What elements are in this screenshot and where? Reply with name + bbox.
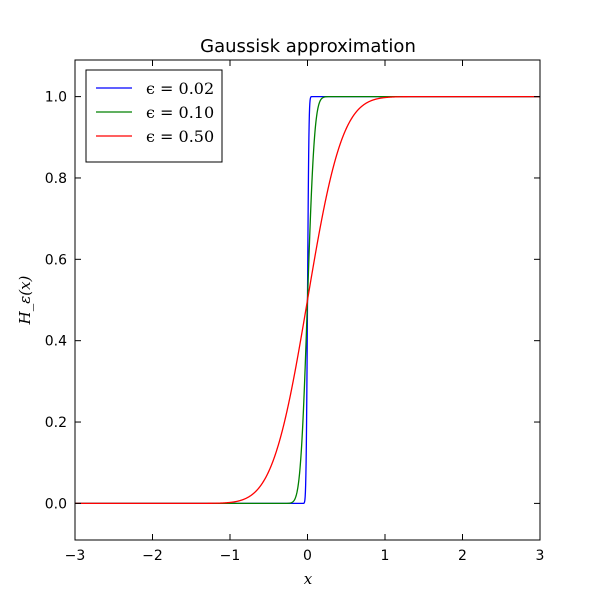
x-tick-label: 2: [458, 548, 467, 564]
x-tick-label: −2: [142, 548, 163, 564]
legend-label-0: ϵ = 0.02: [146, 79, 214, 98]
legend-label-2: ϵ = 0.50: [146, 127, 214, 146]
x-tick-label: 3: [536, 548, 545, 564]
plot-area: [74, 59, 541, 541]
x-tick-label: 0: [303, 548, 312, 564]
legend: ϵ = 0.02 ϵ = 0.10 ϵ = 0.50: [85, 69, 223, 163]
ticks-layer: −3 −2 −1 0 1 2 3 0.0 0.2 0.4 0.6 0.8 1.0: [45, 60, 545, 564]
y-tick-label: 1.0: [45, 90, 67, 106]
x-axis-label: x: [304, 570, 313, 588]
series-layer: [75, 95, 540, 505]
y-tick-label: 0.6: [45, 252, 67, 268]
y-tick-label: 0.8: [45, 171, 67, 187]
x-tick-label: −1: [220, 548, 241, 564]
x-axis-label-text: x: [304, 570, 313, 588]
y-axis-label-text: H_ε(x): [16, 275, 34, 325]
y-axis-label: H_ε(x): [16, 275, 34, 325]
series-line-2: [75, 95, 540, 505]
y-tick-label: 0.2: [45, 415, 67, 431]
legend-box: [85, 69, 223, 163]
chart-title: Gaussisk approximation: [200, 36, 416, 57]
y-tick-label: 0.4: [45, 334, 67, 350]
y-tick-label: 0.0: [45, 496, 67, 512]
x-tick-label: 1: [381, 548, 390, 564]
legend-label-1: ϵ = 0.10: [146, 103, 214, 122]
legend-items: ϵ = 0.02 ϵ = 0.10 ϵ = 0.50: [96, 79, 214, 146]
x-tick-label: −3: [65, 548, 86, 564]
